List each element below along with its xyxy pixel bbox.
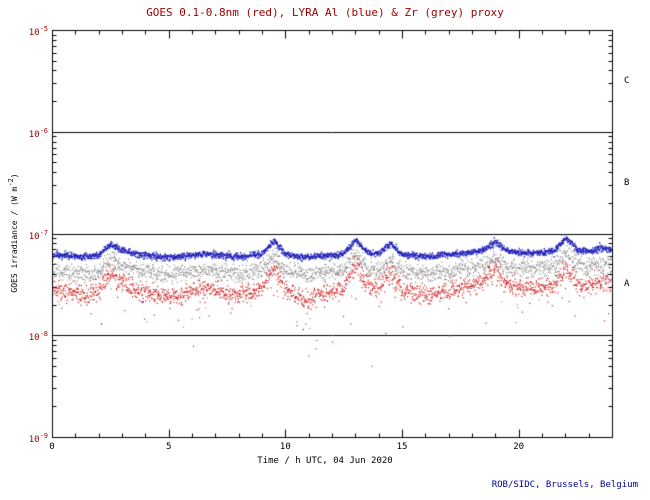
y-tick-label: 10-8 [28, 330, 48, 344]
x-tick-label: 5 [165, 442, 172, 452]
x-axis-title: Time / h UTC, 04 Jun 2020 [257, 456, 393, 466]
y-tick-label: 10-5 [28, 25, 48, 38]
y-tick-label: 10-6 [28, 126, 48, 140]
flare-class-label: B [624, 177, 630, 188]
y-axis-title-close: ) [9, 173, 19, 179]
x-tick-label: 0 [49, 442, 55, 452]
x-tick-label: 20 [513, 442, 525, 452]
credit-footer: ROB/SIDC, Brussels, Belgium [491, 480, 638, 490]
x-tick-label: 15 [396, 442, 408, 452]
flare-class-label: C [624, 75, 630, 86]
y-axis-title-exponent: -2 [7, 178, 16, 187]
chart-title: GOES 0.1-0.8nm (red), LYRA Al (blue) & Z… [146, 6, 504, 19]
y-tick-label: 10-7 [28, 228, 48, 242]
x-tick-label: 10 [279, 442, 291, 452]
flare-class-label: A [624, 279, 630, 290]
y-tick-label: 10-9 [28, 432, 48, 445]
